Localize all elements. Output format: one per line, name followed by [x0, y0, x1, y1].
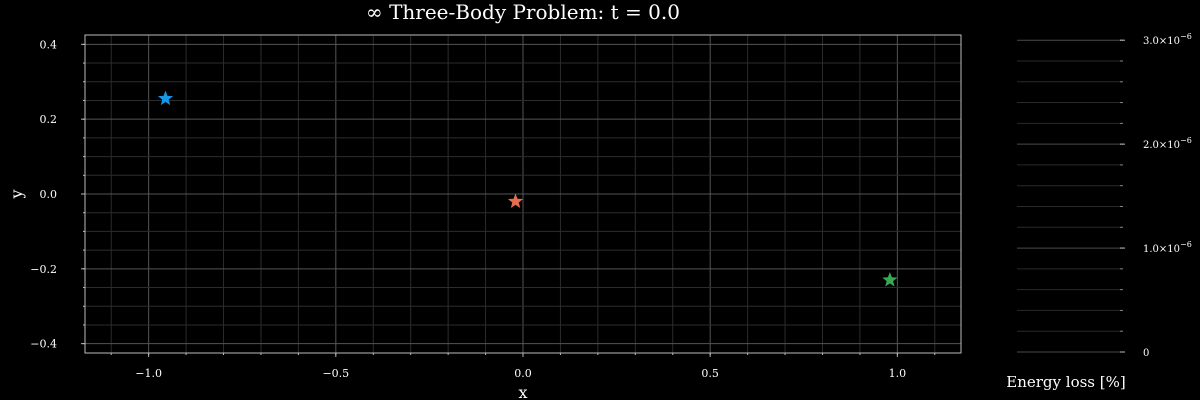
x-tick-label: 1.0	[889, 367, 907, 380]
chart-title: ∞ Three-Body Problem: t = 0.0	[366, 0, 680, 24]
energy-axis-ticks: 0 1.0×10−6 2.0×10−6 3.0×10−6	[1120, 32, 1192, 359]
y-tick-label: 0.2	[40, 113, 58, 126]
energy-tick-label: 2.0×10−6	[1143, 136, 1192, 151]
energy-tick-label: 3.0×10−6	[1143, 32, 1192, 47]
main-plot-frame	[84, 34, 962, 354]
y-tick-label: 0.4	[40, 38, 58, 51]
y-axis-label: y	[7, 189, 26, 199]
body-star-marker	[507, 193, 524, 208]
energy-axis-label: Energy loss [%]	[1006, 373, 1125, 391]
energy-tick-label: 1.0×10−6	[1143, 240, 1192, 255]
body-star-marker	[157, 90, 174, 106]
y-tick-label: −0.2	[30, 263, 57, 276]
bodies	[157, 90, 898, 287]
x-tick-label: 0.5	[701, 367, 719, 380]
main-grid	[85, 35, 961, 353]
x-tick-label: −0.5	[322, 367, 349, 380]
x-tick-label: −1.0	[135, 367, 162, 380]
body-star-marker	[882, 272, 898, 287]
energy-tick-label: 0	[1143, 348, 1149, 359]
energy-grid	[1017, 39, 1120, 353]
x-axis-label: x	[518, 383, 527, 400]
x-tick-label: 0.0	[514, 367, 532, 380]
y-tick-label: 0.0	[40, 188, 58, 201]
y-tick-label: −0.4	[30, 338, 57, 351]
main-axis-ticks: −1.0 −0.5 0.0 0.5 1.0 0.4 0.2 0.0 −0.2 −0.4	[30, 38, 936, 380]
